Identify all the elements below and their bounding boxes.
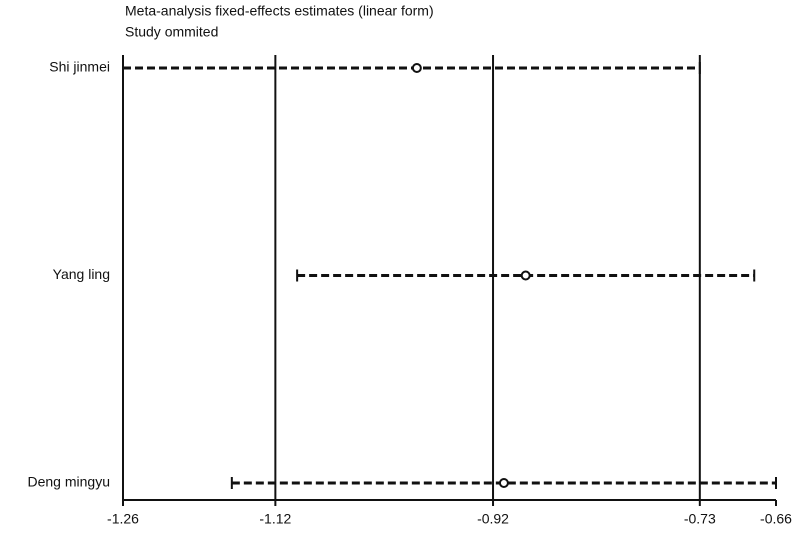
x-tick-label: -1.26: [107, 511, 139, 527]
y-tick-label: Deng mingyu: [28, 474, 111, 490]
chart-title: Meta-analysis fixed-effects estimates (l…: [125, 3, 434, 19]
estimate-point: [411, 63, 422, 73]
estimate-point: [520, 270, 531, 281]
y-tick-label: Yang ling: [53, 266, 110, 282]
x-tick-label: -0.73: [684, 511, 716, 527]
estimate-point: [498, 478, 509, 488]
x-tick-label: -0.66: [760, 511, 792, 527]
chart-subtitle: Study ommited: [125, 24, 218, 40]
x-tick-label: -1.12: [259, 511, 291, 527]
y-tick-label: Shi jinmei: [49, 59, 110, 75]
x-tick-label: -0.92: [477, 511, 509, 527]
